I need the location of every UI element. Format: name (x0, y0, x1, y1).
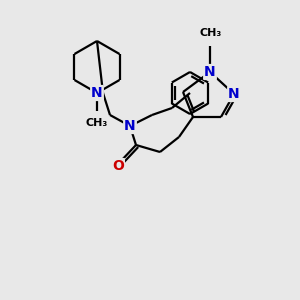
Text: O: O (112, 159, 124, 173)
Text: CH₃: CH₃ (86, 118, 108, 128)
Text: CH₃: CH₃ (200, 28, 222, 38)
Text: N: N (204, 65, 216, 79)
Text: N: N (124, 119, 136, 133)
Text: N: N (228, 87, 240, 101)
Text: N: N (91, 86, 103, 100)
